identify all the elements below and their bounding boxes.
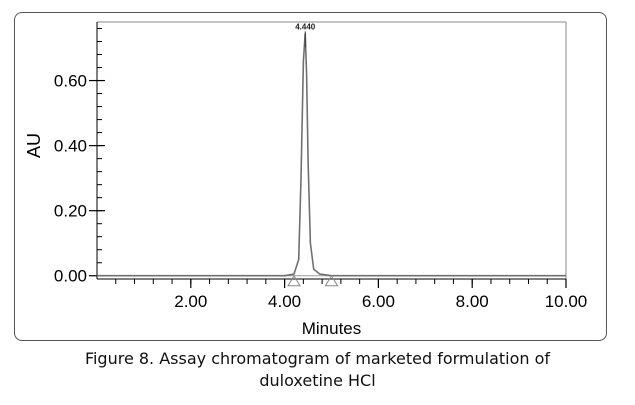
integration-marker bbox=[287, 274, 301, 287]
y-tick-label: 0.20 bbox=[54, 202, 87, 221]
x-tick-label: 8.00 bbox=[456, 292, 489, 311]
x-tick-label: 10.00 bbox=[545, 292, 588, 311]
caption-line-1: Figure 8. Assay chromatogram of marketed… bbox=[84, 349, 551, 368]
y-tick-label: 0.00 bbox=[54, 267, 87, 286]
x-tick-label: 4.00 bbox=[268, 292, 301, 311]
y-tick-label: 0.60 bbox=[54, 72, 87, 91]
peak-retention-label: 4.440 bbox=[295, 22, 316, 31]
figure-frame bbox=[14, 12, 607, 341]
x-axis-label: Minutes bbox=[302, 319, 362, 338]
chromatogram-trace bbox=[97, 33, 566, 277]
chromatogram-plot: 0.00 0.20 0.40 0.60 2.00 4.00 6.00 8.00 10.00 Min… bbox=[24, 21, 588, 338]
x-tick-label: 6.00 bbox=[362, 292, 395, 311]
integration-marker bbox=[324, 274, 339, 287]
x-tick-label: 2.00 bbox=[174, 292, 207, 311]
y-tick-label: 0.40 bbox=[54, 137, 87, 156]
y-axis-label: AU bbox=[24, 133, 44, 158]
figure-caption: Figure 8. Assay chromatogram of marketed… bbox=[0, 348, 635, 392]
caption-line-2: duloxetine HCl bbox=[259, 371, 376, 390]
